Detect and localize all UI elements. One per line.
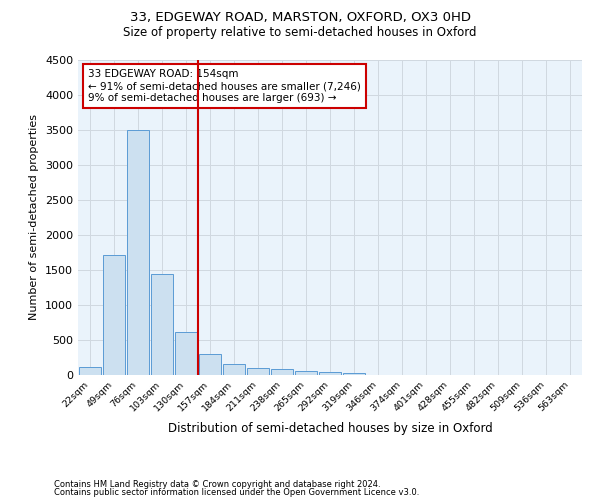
Y-axis label: Number of semi-detached properties: Number of semi-detached properties (29, 114, 40, 320)
Text: Contains HM Land Registry data © Crown copyright and database right 2024.: Contains HM Land Registry data © Crown c… (54, 480, 380, 489)
Text: 33 EDGEWAY ROAD: 154sqm
← 91% of semi-detached houses are smaller (7,246)
9% of : 33 EDGEWAY ROAD: 154sqm ← 91% of semi-de… (88, 70, 361, 102)
Text: 33, EDGEWAY ROAD, MARSTON, OXFORD, OX3 0HD: 33, EDGEWAY ROAD, MARSTON, OXFORD, OX3 0… (130, 11, 470, 24)
Bar (79, 366, 101, 375)
Bar (295, 371, 317, 375)
Bar (343, 373, 365, 375)
Bar (271, 370, 293, 375)
Bar (199, 354, 221, 375)
Bar (127, 130, 149, 375)
Bar (319, 372, 341, 375)
Bar (175, 332, 197, 375)
Text: Size of property relative to semi-detached houses in Oxford: Size of property relative to semi-detach… (123, 26, 477, 39)
X-axis label: Distribution of semi-detached houses by size in Oxford: Distribution of semi-detached houses by … (167, 422, 493, 434)
Bar (151, 274, 173, 375)
Bar (223, 364, 245, 375)
Text: Contains public sector information licensed under the Open Government Licence v3: Contains public sector information licen… (54, 488, 419, 497)
Bar (103, 254, 125, 375)
Bar (247, 368, 269, 375)
